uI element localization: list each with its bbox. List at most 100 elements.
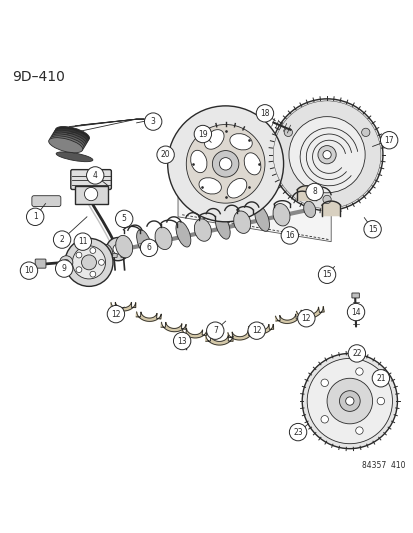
Circle shape (288, 117, 364, 193)
Text: 9: 9 (62, 264, 66, 273)
Text: 2: 2 (59, 235, 64, 244)
Circle shape (289, 423, 306, 441)
Circle shape (301, 353, 396, 449)
Circle shape (306, 358, 392, 443)
Circle shape (53, 231, 71, 248)
Circle shape (63, 260, 69, 265)
Circle shape (81, 255, 96, 270)
Text: 4: 4 (93, 171, 97, 180)
Circle shape (322, 151, 330, 159)
Ellipse shape (50, 136, 84, 151)
Circle shape (347, 303, 364, 321)
Circle shape (322, 195, 330, 204)
Circle shape (182, 338, 190, 346)
Circle shape (86, 167, 104, 184)
Polygon shape (321, 201, 339, 215)
Circle shape (320, 416, 328, 423)
Circle shape (219, 158, 231, 170)
Ellipse shape (272, 204, 290, 226)
Circle shape (355, 368, 362, 375)
Circle shape (90, 248, 95, 254)
Ellipse shape (49, 138, 83, 153)
Circle shape (318, 266, 335, 284)
FancyBboxPatch shape (121, 254, 126, 257)
Circle shape (297, 310, 314, 327)
Circle shape (256, 104, 273, 122)
Circle shape (144, 113, 161, 130)
Text: 20: 20 (160, 150, 170, 159)
Circle shape (247, 322, 265, 340)
Circle shape (84, 188, 97, 200)
Ellipse shape (52, 132, 86, 147)
Text: 3: 3 (150, 117, 155, 126)
Circle shape (26, 208, 44, 225)
Text: 15: 15 (367, 225, 377, 234)
Circle shape (76, 252, 82, 258)
Circle shape (107, 305, 124, 323)
Circle shape (339, 391, 359, 411)
Ellipse shape (227, 179, 246, 198)
Polygon shape (227, 330, 252, 340)
Polygon shape (297, 186, 315, 200)
Text: 22: 22 (351, 349, 361, 358)
Text: 84357  410: 84357 410 (361, 461, 405, 470)
Circle shape (113, 244, 123, 254)
Ellipse shape (53, 130, 87, 146)
Circle shape (376, 397, 384, 405)
Text: 16: 16 (284, 231, 294, 240)
Ellipse shape (51, 134, 85, 149)
Text: 19: 19 (197, 130, 207, 139)
Text: 12: 12 (111, 310, 120, 319)
Text: 23: 23 (292, 427, 302, 437)
Ellipse shape (199, 177, 221, 194)
Text: 6: 6 (146, 244, 151, 252)
Ellipse shape (215, 214, 230, 239)
Circle shape (355, 427, 362, 434)
Circle shape (76, 266, 82, 272)
Circle shape (305, 183, 323, 200)
Ellipse shape (303, 201, 315, 217)
Text: 13: 13 (177, 336, 187, 345)
Circle shape (212, 151, 238, 177)
Polygon shape (275, 314, 300, 324)
Ellipse shape (56, 152, 93, 161)
Polygon shape (161, 322, 186, 332)
Circle shape (371, 369, 389, 387)
Polygon shape (205, 335, 233, 345)
Circle shape (157, 146, 174, 164)
Circle shape (90, 271, 95, 277)
Circle shape (74, 233, 91, 251)
Circle shape (271, 99, 382, 211)
Text: 11: 11 (78, 237, 87, 246)
Circle shape (317, 146, 335, 164)
FancyBboxPatch shape (71, 169, 111, 190)
Circle shape (345, 397, 353, 405)
Circle shape (140, 239, 157, 256)
Circle shape (380, 132, 397, 149)
Ellipse shape (115, 236, 133, 258)
Text: 10: 10 (24, 266, 34, 275)
Circle shape (72, 246, 105, 279)
Circle shape (98, 260, 104, 265)
Ellipse shape (254, 206, 269, 231)
Circle shape (283, 128, 292, 136)
Ellipse shape (194, 219, 211, 241)
Ellipse shape (136, 230, 151, 255)
Text: 12: 12 (301, 314, 310, 323)
Polygon shape (136, 312, 161, 321)
Polygon shape (181, 328, 206, 338)
Text: 12: 12 (252, 326, 261, 335)
Ellipse shape (204, 130, 223, 149)
Text: 17: 17 (383, 136, 393, 145)
Text: 5: 5 (121, 214, 126, 223)
Circle shape (361, 128, 369, 136)
Circle shape (363, 221, 380, 238)
Ellipse shape (190, 150, 206, 173)
Circle shape (59, 256, 73, 269)
Ellipse shape (229, 134, 252, 150)
Text: 1: 1 (33, 212, 38, 221)
Circle shape (65, 238, 113, 286)
Text: 21: 21 (375, 374, 385, 383)
Polygon shape (296, 306, 323, 318)
Text: 8: 8 (311, 188, 316, 197)
